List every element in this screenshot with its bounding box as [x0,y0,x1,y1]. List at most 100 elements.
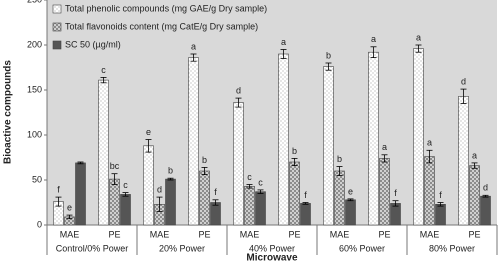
bar [413,48,424,226]
y-axis-title: Bioactive compounds [3,60,14,164]
significance-letter: b [326,50,331,60]
bar [98,79,109,226]
error-bar [111,173,118,185]
significance-letter: b [168,166,173,176]
group-label: 80% Power [429,243,475,253]
significance-letter: a [427,138,432,148]
error-bar [66,214,73,220]
bar [233,102,244,226]
bar [379,158,390,226]
legend-label: SC 50 (µg/ml) [65,39,121,49]
error-bar [235,97,242,108]
significance-letter: a [371,34,376,44]
bar [289,161,300,226]
x-tick-label: PE [108,229,120,239]
bar [109,178,120,226]
y-tick-label: 200 [27,39,42,49]
error-bar [302,202,309,205]
x-tick-label: PE [198,229,210,239]
y-tick-label: 150 [27,84,42,94]
significance-letter: e [146,127,151,137]
bar [143,145,154,226]
bar [188,57,199,226]
x-tick-label: MAE [60,229,80,239]
group-label: 60% Power [339,243,385,253]
significance-letter: a [416,32,421,42]
bar [255,191,266,226]
significance-letter: a [281,37,286,47]
x-tick-label: PE [288,229,300,239]
significance-letter: b [337,154,342,164]
x-tick-label: MAE [150,229,170,239]
x-tick-label: MAE [330,229,350,239]
significance-letter: f [304,190,307,200]
bar [300,203,311,226]
error-bar [145,139,152,153]
error-bar [280,49,287,59]
significance-letter: c [247,172,252,182]
significance-letter: d [461,76,466,86]
error-bar [156,196,163,212]
significance-letter: f [214,187,217,197]
significance-letter: c [101,65,106,75]
legend-swatch [52,4,62,14]
significance-letter: b [292,146,297,156]
error-bar [190,53,197,62]
bar [165,178,176,226]
error-bar [471,162,478,169]
x-tick-label: MAE [420,229,440,239]
error-bar [460,88,467,104]
y-tick-label: 250 [27,0,42,4]
significance-letter: f [57,184,60,194]
bar [323,66,334,226]
bar [345,199,356,226]
error-bar [122,192,129,197]
x-axis-title: Microwave [246,253,298,264]
significance-letter: bc [110,161,120,171]
error-bar [246,184,253,189]
bar [334,170,345,226]
bar [458,96,469,226]
error-bar [167,177,174,181]
significance-letter: f [439,190,442,200]
error-bar [212,199,219,206]
group-label: 20% Power [159,243,205,253]
significance-letter: c [123,180,128,190]
x-tick-label: PE [378,229,390,239]
error-bar [370,46,377,58]
legend-swatch [52,40,62,50]
bar [368,51,379,226]
error-bar [392,200,399,207]
bar [424,156,435,226]
legend-swatch [52,22,62,32]
error-bar [426,149,433,164]
legend-label: Total flavonoids content (mg CatE/g Dry … [65,21,258,31]
error-bar [201,166,208,176]
error-bar [336,166,343,176]
error-bar [437,202,444,207]
bar [390,203,401,226]
group-label: Control/0% Power [56,243,129,253]
error-bar [257,189,264,194]
bar [469,165,480,226]
y-tick-label: 100 [27,129,42,139]
bar [480,195,491,226]
error-bar [77,161,84,165]
error-bar [415,44,422,53]
error-bar [482,194,489,198]
bar [278,53,289,226]
significance-letter: e [67,202,72,212]
bar [75,162,86,226]
bar [244,186,255,226]
bar [120,194,131,226]
y-tick-label: 0 [37,219,42,229]
significance-letter: d [157,184,162,194]
legend-label: Total phenolic compounds (mg GAE/g Dry s… [65,3,267,13]
significance-letter: d [236,85,241,95]
error-bar [347,198,354,202]
error-bar [100,77,107,84]
significance-letter: a [191,41,196,51]
group-label: 40% Power [249,243,295,253]
y-tick-label: 50 [32,174,42,184]
